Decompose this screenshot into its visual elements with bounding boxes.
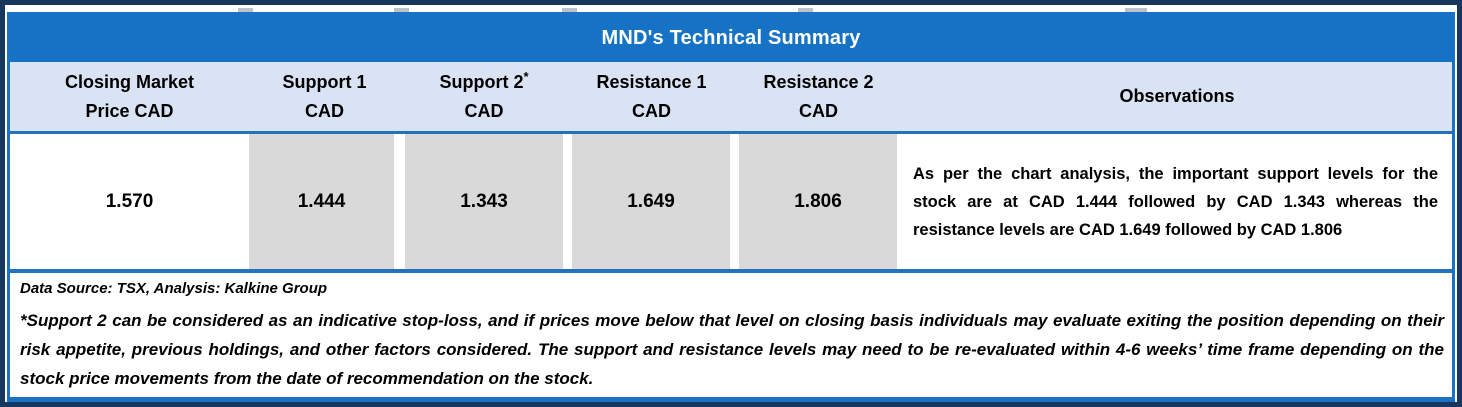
footnote-asterisk: * bbox=[523, 68, 529, 84]
header-cell-resistance-1: Resistance 1 CAD bbox=[596, 71, 707, 121]
header-separator-line bbox=[10, 131, 1452, 134]
table-title: MND's Technical Summary bbox=[601, 27, 861, 49]
observations-cell: As per the chart analysis, the important… bbox=[901, 134, 1452, 269]
technical-summary-table: MND's Technical Summary Closing Market P… bbox=[7, 12, 1455, 402]
observations-text: As per the chart analysis, the important… bbox=[913, 164, 1438, 239]
header-cell-resistance-2: Resistance 2 CAD bbox=[763, 71, 874, 121]
cell-closing-market-price-value: 1.570 bbox=[105, 190, 154, 212]
cell-support-1-value: 1.444 bbox=[249, 134, 394, 269]
cell-resistance-1-value: 1.649 bbox=[572, 134, 730, 269]
tick-artifact bbox=[394, 8, 409, 12]
table-header-row: Closing Market Price CAD Support 1 CAD S… bbox=[10, 62, 1452, 131]
table-title-bar: MND's Technical Summary bbox=[10, 15, 1452, 62]
table-data-row: 1.570 1.444 1.343 1.649 1.806 As per the… bbox=[10, 134, 1452, 269]
header-cell-support-1: Support 1 CAD bbox=[282, 71, 367, 121]
header-cell-support-2: Support 2* CAD bbox=[439, 68, 529, 121]
data-source-note: Data Source: TSX, Analysis: Kalkine Grou… bbox=[20, 280, 328, 297]
table-footer: Data Source: TSX, Analysis: Kalkine Grou… bbox=[10, 280, 1452, 393]
data-row-separator-line bbox=[10, 269, 1452, 273]
cell-support-2-value: 1.343 bbox=[405, 134, 563, 269]
cell-resistance-2-value: 1.806 bbox=[739, 134, 897, 269]
tick-artifact bbox=[798, 8, 813, 12]
header-cell-observations: Observations bbox=[1119, 86, 1235, 106]
tick-artifact bbox=[562, 8, 577, 12]
report-page: MND's Technical Summary Closing Market P… bbox=[5, 5, 1457, 402]
footnote-support2: *Support 2 can be considered as an indic… bbox=[20, 311, 1444, 388]
header-cell-closing-market-price: Closing Market Price CAD bbox=[64, 71, 195, 121]
tick-artifact bbox=[238, 8, 253, 12]
tick-artifact bbox=[1125, 8, 1147, 12]
